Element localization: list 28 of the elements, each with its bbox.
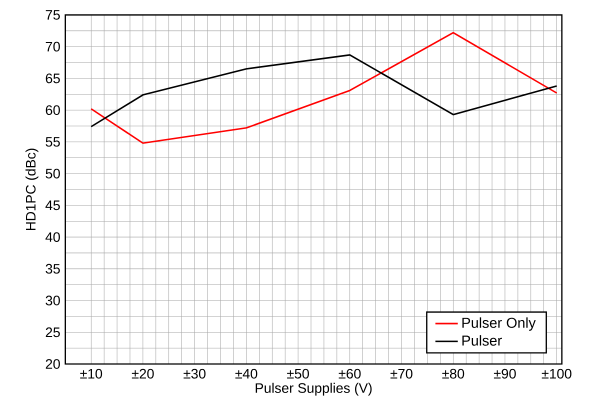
x-tick-label: ±50 xyxy=(287,369,309,379)
x-tick-label: ±70 xyxy=(390,369,412,379)
y-tick-label: 70 xyxy=(46,42,60,52)
x-tick-label: ±80 xyxy=(442,369,464,379)
x-tick-label: ±60 xyxy=(338,369,361,379)
x-tick-label: ±10 xyxy=(80,369,102,379)
y-tick-label: 55 xyxy=(46,137,60,147)
legend-label: Pulser Only xyxy=(462,318,536,331)
y-tick-label: 60 xyxy=(46,106,60,116)
y-tick-label: 40 xyxy=(45,232,60,242)
line-series xyxy=(90,32,558,144)
y-tick-label: 45 xyxy=(45,200,60,210)
line-series xyxy=(90,54,558,128)
legend-label: Pulser xyxy=(462,335,502,346)
x-tick-label: ±40 xyxy=(235,369,258,379)
y-tick-label: 75 xyxy=(46,10,60,20)
x-tick-label: ±90 xyxy=(494,369,516,379)
y-tick-label: 35 xyxy=(46,264,60,274)
y-tick-label: 50 xyxy=(46,168,60,179)
x-axis-title: Pulser Supplies (V) xyxy=(256,383,372,396)
x-tick-label: ±100 xyxy=(542,369,572,379)
y-tick-label: 65 xyxy=(46,74,60,84)
y-tick-label: 20 xyxy=(46,359,60,370)
y-tick-label: 25 xyxy=(46,328,60,338)
x-tick-label: ±20 xyxy=(132,369,154,379)
y-axis-title: HD1PC (dBc) xyxy=(26,148,38,230)
x-tick-label: ±30 xyxy=(184,369,206,379)
y-tick-label: 30 xyxy=(46,296,60,306)
